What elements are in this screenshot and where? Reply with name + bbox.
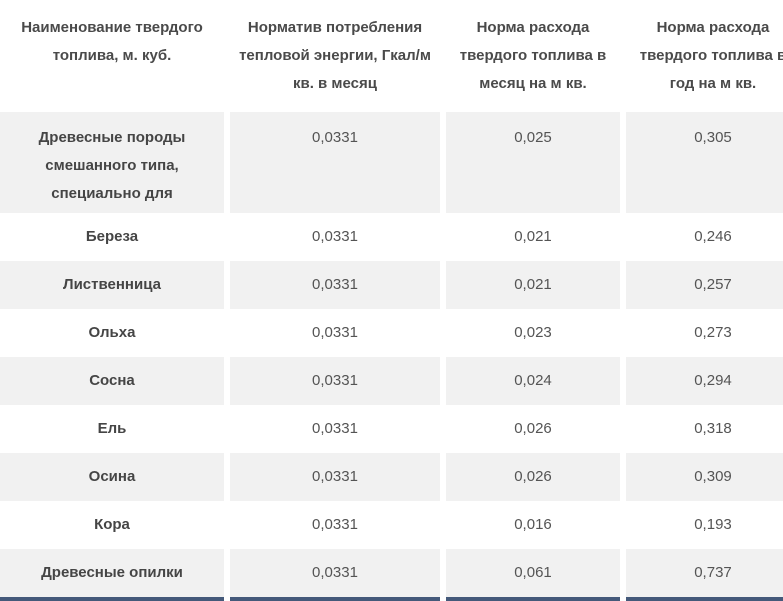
table-row-cell-value: 0,273 bbox=[626, 309, 783, 357]
table-row-cell-fuel-name: Древесные породы смешанного типа, специа… bbox=[0, 112, 224, 230]
cutoff-next-row-cell bbox=[0, 597, 224, 601]
table-row-cell-value: 0,294 bbox=[626, 357, 783, 405]
table-row-cell-fuel-name: Кора bbox=[0, 501, 224, 549]
table-row-cell-value: 0,061 bbox=[446, 549, 620, 597]
table-row-cell-value: 0,737 bbox=[626, 549, 783, 597]
table-row-cell-value: 0,0331 bbox=[230, 549, 440, 597]
table-row-cell-value: 0,0331 bbox=[230, 357, 440, 405]
table-row-cell-fuel-name: Сосна bbox=[0, 357, 224, 405]
table-row-cell-value: 0,021 bbox=[446, 213, 620, 261]
table-row-cell-value: 0,257 bbox=[626, 261, 783, 309]
table-row-cell-fuel-name: Ель bbox=[0, 405, 224, 453]
table-row-cell-value: 0,305 bbox=[626, 112, 783, 213]
table-row-cell-fuel-name: Лиственница bbox=[0, 261, 224, 309]
column-header-monthly-consumption: Норма расхода твердого топлива в месяц н… bbox=[446, 0, 620, 107]
table-row-cell-value: 0,0331 bbox=[230, 261, 440, 309]
cutoff-next-row-cell bbox=[446, 597, 620, 601]
table-row-cell-value: 0,0331 bbox=[230, 309, 440, 357]
column-header-label: Наименование твердого топлива, м. куб. bbox=[21, 19, 203, 64]
column-header-label: Норма расхода твердого топлива в год на … bbox=[639, 19, 783, 92]
table-row-cell-value: 0,193 bbox=[626, 501, 783, 549]
table-row-cell-value: 0,024 bbox=[446, 357, 620, 405]
table-row-cell-value: 0,246 bbox=[626, 213, 783, 261]
table-row-cell-value: 0,0331 bbox=[230, 501, 440, 549]
column-header-heat-energy-norm: Норматив потребления тепловой энергии, Г… bbox=[230, 0, 440, 107]
column-header-yearly-consumption: Норма расхода твердого топлива в год на … bbox=[626, 0, 783, 107]
table-row-cell-value: 0,0331 bbox=[230, 213, 440, 261]
table-row-cell-fuel-name: Древесные опилки bbox=[0, 549, 224, 597]
table-row-cell-value: 0,0331 bbox=[230, 112, 440, 213]
cutoff-next-row-cell bbox=[230, 597, 440, 601]
column-header-label: Норматив потребления тепловой энергии, Г… bbox=[239, 19, 431, 92]
table-row-cell-value: 0,021 bbox=[446, 261, 620, 309]
table-row-cell-fuel-name: Ольха bbox=[0, 309, 224, 357]
table-header-row: Наименование твердого топлива, м. куб. Н… bbox=[0, 0, 783, 107]
table-row-cell-value: 0,309 bbox=[626, 453, 783, 501]
table-row-cell-value: 0,318 bbox=[626, 405, 783, 453]
column-header-fuel-name: Наименование твердого топлива, м. куб. bbox=[0, 0, 224, 107]
table-row-cell-value: 0,0331 bbox=[230, 405, 440, 453]
column-header-label: Норма расхода твердого топлива в месяц н… bbox=[459, 19, 607, 92]
table-row-cell-value: 0,023 bbox=[446, 309, 620, 357]
table-row-cell-fuel-name: Береза bbox=[0, 213, 224, 261]
table-row-cell-value: 0,026 bbox=[446, 453, 620, 501]
table-row-cell-fuel-name: Осина bbox=[0, 453, 224, 501]
cutoff-next-row-cell bbox=[626, 597, 783, 601]
table-row-cell-value: 0,026 bbox=[446, 405, 620, 453]
table-row-cell-value: 0,016 bbox=[446, 501, 620, 549]
table-row-cell-value: 0,025 bbox=[446, 112, 620, 213]
table-body: Древесные породы смешанного типа, специа… bbox=[0, 112, 783, 601]
table-row-cell-value: 0,0331 bbox=[230, 453, 440, 501]
